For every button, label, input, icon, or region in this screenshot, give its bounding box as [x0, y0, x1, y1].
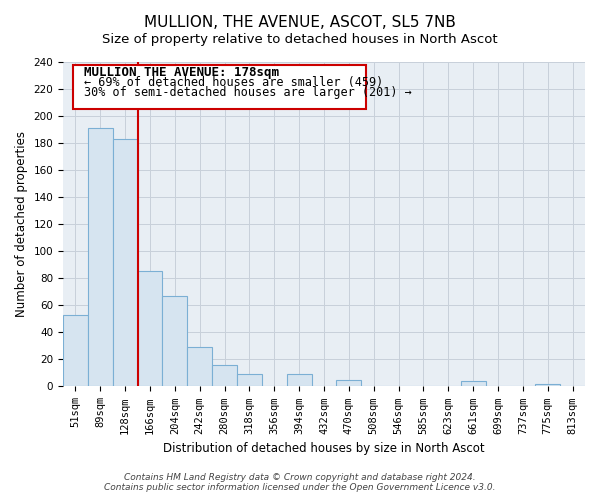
Bar: [212, 365, 237, 386]
Text: ← 69% of detached houses are smaller (459): ← 69% of detached houses are smaller (45…: [84, 76, 383, 89]
X-axis label: Distribution of detached houses by size in North Ascot: Distribution of detached houses by size …: [163, 442, 485, 455]
Bar: [137, 272, 163, 386]
Y-axis label: Number of detached properties: Number of detached properties: [15, 131, 28, 317]
Bar: [535, 384, 560, 386]
Text: MULLION THE AVENUE: 178sqm: MULLION THE AVENUE: 178sqm: [84, 66, 279, 80]
Bar: [287, 374, 311, 386]
Bar: [461, 381, 485, 386]
Bar: [113, 138, 137, 386]
Text: MULLION, THE AVENUE, ASCOT, SL5 7NB: MULLION, THE AVENUE, ASCOT, SL5 7NB: [144, 15, 456, 30]
Bar: [63, 314, 88, 386]
Bar: [237, 374, 262, 386]
Text: Contains HM Land Registry data © Crown copyright and database right 2024.
Contai: Contains HM Land Registry data © Crown c…: [104, 473, 496, 492]
FancyBboxPatch shape: [73, 64, 366, 108]
Text: Size of property relative to detached houses in North Ascot: Size of property relative to detached ho…: [102, 32, 498, 46]
Bar: [337, 380, 361, 386]
Bar: [163, 296, 187, 386]
Bar: [88, 128, 113, 386]
Bar: [187, 347, 212, 387]
Text: 30% of semi-detached houses are larger (201) →: 30% of semi-detached houses are larger (…: [84, 86, 412, 99]
